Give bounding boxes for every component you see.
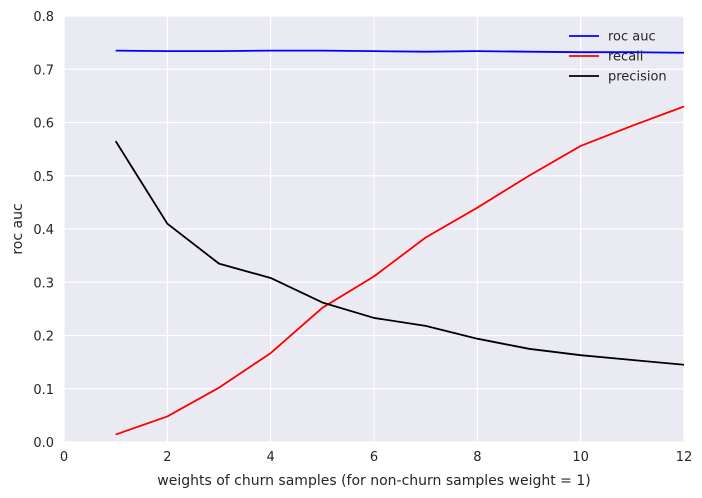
y-tick-label: 0.3 bbox=[33, 276, 54, 291]
x-tick-label: 6 bbox=[370, 450, 378, 465]
y-axis-label: roc auc bbox=[10, 203, 26, 254]
series-lines bbox=[114, 49, 685, 436]
x-tick-label: 8 bbox=[473, 450, 481, 465]
legend: roc auc recall precision bbox=[569, 30, 667, 85]
legend-label: roc auc bbox=[608, 30, 656, 45]
y-tick-labels: 0.0 0.1 0.2 0.3 0.4 0.5 0.6 0.7 0.8 bbox=[33, 10, 54, 451]
x-tick-label: 10 bbox=[572, 450, 589, 465]
y-tick-label: 0.1 bbox=[33, 383, 54, 398]
y-tick-label: 0.6 bbox=[33, 117, 54, 132]
x-axis-label: weights of churn samples (for non-churn … bbox=[157, 473, 590, 489]
grid-lines bbox=[63, 15, 685, 443]
series-line-recall bbox=[115, 105, 685, 436]
x-tick-label: 4 bbox=[267, 450, 275, 465]
y-tick-label: 0.7 bbox=[33, 63, 54, 78]
x-tick-label: 0 bbox=[60, 450, 68, 465]
legend-label: precision bbox=[608, 70, 667, 85]
y-tick-label: 0.2 bbox=[33, 330, 54, 345]
series-line-roc-auc bbox=[115, 49, 685, 54]
x-tick-labels: 0 2 4 6 8 10 12 bbox=[60, 450, 692, 465]
legend-label: recall bbox=[608, 50, 643, 65]
y-tick-label: 0.0 bbox=[33, 436, 54, 451]
series-line-precision bbox=[114, 140, 685, 366]
x-tick-label: 12 bbox=[676, 450, 693, 465]
y-tick-label: 0.8 bbox=[33, 10, 54, 25]
x-tick-label: 2 bbox=[163, 450, 171, 465]
y-tick-label: 0.5 bbox=[33, 170, 54, 185]
y-tick-label: 0.4 bbox=[33, 223, 54, 238]
